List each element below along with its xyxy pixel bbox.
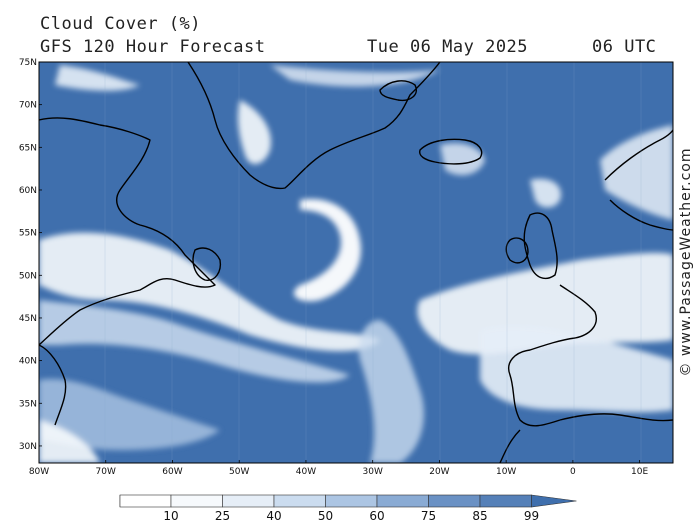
forecast-subtitle: GFS 120 Hour Forecast xyxy=(40,37,266,57)
legend-value-label: 40 xyxy=(266,509,281,523)
legend-value-label: 25 xyxy=(215,509,230,523)
legend-swatch xyxy=(170,494,223,508)
lat-tick-label: 35N xyxy=(19,399,37,409)
lat-tick-label: 50N xyxy=(19,271,37,281)
copyright-credit: © www.PassageWeather.com xyxy=(678,147,694,377)
legend-value-label: 99 xyxy=(524,509,539,523)
lon-tick-label: 50W xyxy=(229,467,249,477)
legend-value-label: 60 xyxy=(369,509,384,523)
legend-swatch xyxy=(222,494,275,508)
forecast-time: 06 UTC xyxy=(592,37,657,57)
coastlines xyxy=(39,62,673,463)
latitude-axis: 75N 70N 65N 60N 55N 50N 45N 40N 35N 30N xyxy=(19,58,42,452)
legend-value-label: 50 xyxy=(318,509,333,523)
legend-swatch xyxy=(479,494,532,508)
longitude-axis: 80W 70W 60W 50W 40W 30W 20W 10W 0 10E xyxy=(29,460,649,477)
graticule xyxy=(104,62,642,463)
legend-value-label: 10 xyxy=(163,509,178,523)
legend-swatch xyxy=(376,494,429,508)
lon-tick-label: 30W xyxy=(363,467,383,477)
map-title: Cloud Cover (%) xyxy=(40,14,202,34)
lon-tick-label: 0 xyxy=(570,467,576,477)
map-frame xyxy=(38,61,674,464)
legend-swatch xyxy=(119,494,172,508)
lat-tick-label: 45N xyxy=(19,314,37,324)
lon-tick-label: 70W xyxy=(96,467,116,477)
legend-value-label: 85 xyxy=(472,509,487,523)
legend-arrow-high xyxy=(531,494,577,508)
lon-tick-label: 60W xyxy=(162,467,182,477)
lat-tick-label: 75N xyxy=(19,58,37,68)
lon-tick-label: 20W xyxy=(429,467,449,477)
forecast-date: Tue 06 May 2025 xyxy=(367,37,529,57)
legend-swatch xyxy=(325,494,378,508)
legend-swatch xyxy=(273,494,326,508)
lat-tick-label: 55N xyxy=(19,229,37,239)
legend-swatch xyxy=(428,494,481,508)
lon-tick-label: 10W xyxy=(496,467,516,477)
lat-tick-label: 30N xyxy=(19,442,37,452)
lat-tick-label: 60N xyxy=(19,186,37,196)
legend-value-label: 75 xyxy=(421,509,436,523)
cloud-cover-legend: 10 25 40 50 60 75 85 99 xyxy=(119,494,577,523)
lon-tick-label: 40W xyxy=(296,467,316,477)
lon-tick-label: 80W xyxy=(29,467,49,477)
lon-tick-label: 10E xyxy=(631,467,648,477)
lat-tick-label: 40N xyxy=(19,357,37,367)
lat-tick-label: 70N xyxy=(19,101,37,111)
lat-tick-label: 65N xyxy=(19,143,37,153)
